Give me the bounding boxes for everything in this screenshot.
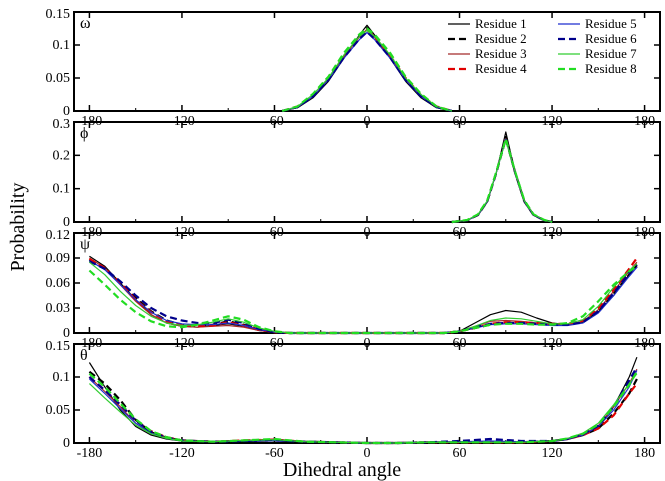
y-tick-label: 0 xyxy=(63,104,70,119)
x-tick-label: 120 xyxy=(542,446,563,461)
y-tick-label: 0.1 xyxy=(53,38,71,53)
legend-label: Residue 7 xyxy=(585,46,637,61)
series-line-residue-7 xyxy=(88,373,638,444)
y-tick-label: 0 xyxy=(63,215,70,230)
series-line-residue-1 xyxy=(88,356,638,444)
legend-label: Residue 4 xyxy=(475,61,527,76)
y-tick-label: 0.15 xyxy=(46,339,71,354)
legend-item-residue-1: Residue 1 xyxy=(448,16,527,31)
panel-label: ϕ xyxy=(80,125,88,142)
legend-item-residue-7: Residue 7 xyxy=(558,46,637,61)
series-line-residue-8 xyxy=(451,137,553,224)
series-line-residue-5 xyxy=(89,259,638,334)
panel-frame xyxy=(73,121,661,223)
y-tick-label: 0.3 xyxy=(53,117,71,132)
y-tick-label: 0.06 xyxy=(46,276,71,291)
legend-label: Residue 8 xyxy=(585,61,637,76)
x-axis-title: Dihedral angle xyxy=(283,459,401,481)
y-tick-label: 0.2 xyxy=(53,148,71,163)
legend-item-residue-6: Residue 6 xyxy=(558,31,637,46)
legend-label: Residue 3 xyxy=(475,46,527,61)
x-tick-label: 180 xyxy=(634,446,655,461)
panel-label: ψ xyxy=(80,236,90,253)
panel-frame xyxy=(73,343,661,444)
legend-item-residue-5: Residue 5 xyxy=(558,16,637,31)
legend-item-residue-3: Residue 3 xyxy=(448,46,527,61)
y-tick-label: 0.15 xyxy=(46,7,71,22)
x-tick-label: 60 xyxy=(453,446,467,461)
series-line-residue-2 xyxy=(88,370,638,445)
y-tick-label: 0.05 xyxy=(46,71,71,86)
y-tick-label: 0 xyxy=(63,326,70,341)
legend-label: Residue 2 xyxy=(475,31,527,46)
series-line-residue-8 xyxy=(281,27,453,113)
panel-label: θ xyxy=(80,347,88,364)
series-line-residue-6 xyxy=(281,30,453,113)
y-tick-label: 0.09 xyxy=(46,251,71,266)
y-tick-label: 0.05 xyxy=(46,403,71,418)
panel-4: -180 -120 -60 0 60 120 180 0 0.05 0.1 0.15 θ xyxy=(46,339,661,461)
y-tick-label: 0.12 xyxy=(46,228,71,243)
x-tick-label: -60 xyxy=(265,446,284,461)
legend-item-residue-2: Residue 2 xyxy=(448,31,527,46)
series-line-residue-5 xyxy=(88,370,638,444)
y-tick-label: 0.03 xyxy=(46,301,71,316)
y-axis-title: Probability xyxy=(7,183,29,272)
y-tick-label: 0.1 xyxy=(53,370,71,385)
panels-group: -180 -120 -60 0 60 120 180 0 0.05 0.1 0.15 ω -180 -12… xyxy=(46,7,661,461)
legend-label: Residue 1 xyxy=(475,16,527,31)
legend-label: Residue 6 xyxy=(585,31,637,46)
series-line-residue-1 xyxy=(451,131,553,223)
y-tick-label: 0 xyxy=(63,436,70,451)
y-tick-label: 0.1 xyxy=(53,182,71,197)
legend-item-residue-8: Residue 8 xyxy=(558,61,637,76)
panel-label: ω xyxy=(80,15,91,32)
x-tick-label: -120 xyxy=(169,446,195,461)
legend-label: Residue 5 xyxy=(585,16,637,31)
legend-item-residue-4: Residue 4 xyxy=(448,61,527,76)
series-line-residue-8 xyxy=(88,371,638,445)
series-line-residue-6 xyxy=(88,366,638,445)
series-line-residue-3 xyxy=(88,368,638,444)
series-line-residue-8 xyxy=(88,265,638,335)
x-tick-label: 0 xyxy=(364,446,371,461)
x-tick-label: -180 xyxy=(77,446,103,461)
series-line-residue-4 xyxy=(88,376,638,445)
